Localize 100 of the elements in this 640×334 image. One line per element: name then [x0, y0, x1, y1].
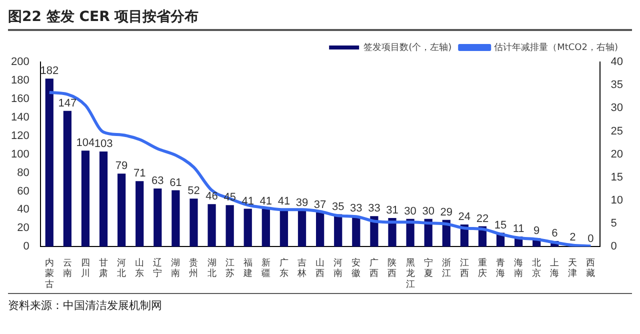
y-tick-label: 0: [23, 240, 30, 253]
x-tick-label: 黑龙江: [406, 257, 415, 290]
data-label: 71: [133, 168, 146, 180]
data-label: 2: [570, 231, 576, 244]
data-label: 37: [314, 198, 326, 211]
data-label: 61: [170, 176, 182, 189]
data-label: 46: [206, 190, 218, 203]
data-label: 182: [40, 65, 59, 78]
bar: [118, 174, 126, 247]
legend-label: 签发项目数(个，左轴): [364, 42, 452, 53]
y2-tick-label: 0: [610, 240, 617, 253]
data-label: 103: [94, 138, 113, 150]
y-tick-label: 160: [10, 92, 30, 105]
y-tick-label: 200: [10, 56, 30, 68]
x-tick-label: 重庆: [478, 257, 487, 280]
bar: [316, 212, 324, 247]
x-tick-label: 云南: [62, 258, 72, 280]
data-label: 31: [386, 204, 398, 217]
x-tick-label: 湖南: [171, 257, 180, 280]
bar: [136, 181, 144, 247]
y2-tick-label: 5: [610, 218, 617, 230]
x-tick-label: 辽宁: [153, 257, 162, 280]
bar: [370, 216, 378, 247]
y2-tick-label: 40: [610, 56, 624, 68]
x-tick-label: 新疆: [261, 257, 270, 280]
text: 资料来源：中国清洁发展机制网: [8, 293, 632, 313]
bar: [208, 204, 216, 247]
data-label: 24: [458, 210, 471, 223]
x-tick-label: 湖北: [207, 257, 216, 280]
x-tick-label: 吉林: [296, 257, 307, 280]
data-label: 0: [588, 233, 594, 246]
y-tick-label: 20: [17, 222, 30, 234]
data-label: 147: [58, 97, 77, 110]
x-tick-label: 甘肃: [99, 257, 108, 280]
bar: [388, 218, 396, 247]
y-tick-label: 80: [17, 166, 30, 179]
y2-tick-label: 10: [610, 194, 624, 206]
bar: [190, 198, 198, 247]
data-label: 79: [115, 160, 128, 172]
x-tick-label: 海南: [514, 257, 524, 280]
bar: [172, 190, 180, 247]
x-tick-label: 广西: [370, 257, 379, 280]
x-tick-label: 四川: [80, 258, 90, 280]
data-label: 45: [224, 192, 236, 204]
data-label: 9: [534, 224, 540, 237]
x-tick-label: 山东: [135, 257, 144, 280]
x-tick-label: 北京: [532, 257, 542, 280]
x-tick-label: 浙江: [442, 257, 451, 280]
bar: [99, 152, 108, 247]
bar: [298, 210, 306, 247]
data-label: 30: [404, 205, 416, 218]
data-label: 63: [152, 174, 164, 187]
data-label: 11: [512, 222, 524, 235]
y2-tick-label: 35: [610, 79, 624, 92]
data-label: 33: [350, 202, 362, 215]
data-label: 22: [476, 212, 489, 225]
y-tick-label: 120: [10, 130, 30, 142]
bar: [352, 216, 360, 247]
x-tick-label: 贵州: [189, 257, 198, 280]
y2-tick-label: 15: [610, 171, 624, 184]
x-tick-label: 内蒙古: [44, 257, 54, 290]
data-label: 104: [76, 137, 95, 150]
bar: [154, 188, 162, 247]
x-tick-label: 江西: [460, 257, 469, 280]
y2-tick-label: 20: [610, 148, 624, 160]
x-tick-label: 山西: [316, 257, 325, 280]
bar: [244, 208, 252, 247]
data-label: 35: [332, 200, 344, 213]
y2-tick-label: 30: [610, 102, 624, 114]
bar: [226, 205, 234, 247]
chart-title: 图22 签发 CER 项目按省分布: [8, 8, 632, 31]
bar: [45, 78, 54, 247]
bar: [334, 214, 342, 247]
data-label: 30: [422, 205, 434, 218]
y-tick-label: 180: [10, 74, 30, 86]
x-tick-label: 安徽: [352, 257, 361, 280]
data-label: 39: [296, 197, 308, 210]
data-label: 41: [278, 195, 290, 208]
data-label: 15: [494, 219, 507, 232]
y-tick-label: 140: [10, 111, 30, 124]
x-tick-label: 西藏: [586, 258, 596, 280]
x-tick-label: 河南: [334, 257, 343, 280]
y-tick-label: 100: [10, 148, 30, 160]
y-tick-label: 40: [17, 204, 30, 216]
x-tick-label: 上海: [550, 257, 560, 280]
y2-tick-label: 25: [610, 125, 624, 138]
x-tick-label: 广东: [279, 257, 288, 280]
line-series: [48, 90, 592, 247]
x-tick-label: 河北: [117, 257, 126, 280]
bar: [63, 110, 72, 247]
x-tick-label: 陕西: [388, 257, 397, 280]
bar: [262, 208, 270, 247]
data-label: 33: [368, 202, 380, 215]
data-label: 52: [188, 185, 200, 198]
x-tick-label: 青海: [496, 257, 506, 280]
x-tick-label: 天津: [568, 257, 578, 280]
data-label: 29: [440, 206, 453, 218]
bar: [81, 150, 90, 247]
y-tick-label: 60: [17, 185, 30, 198]
x-tick-label: 福建: [242, 257, 252, 280]
